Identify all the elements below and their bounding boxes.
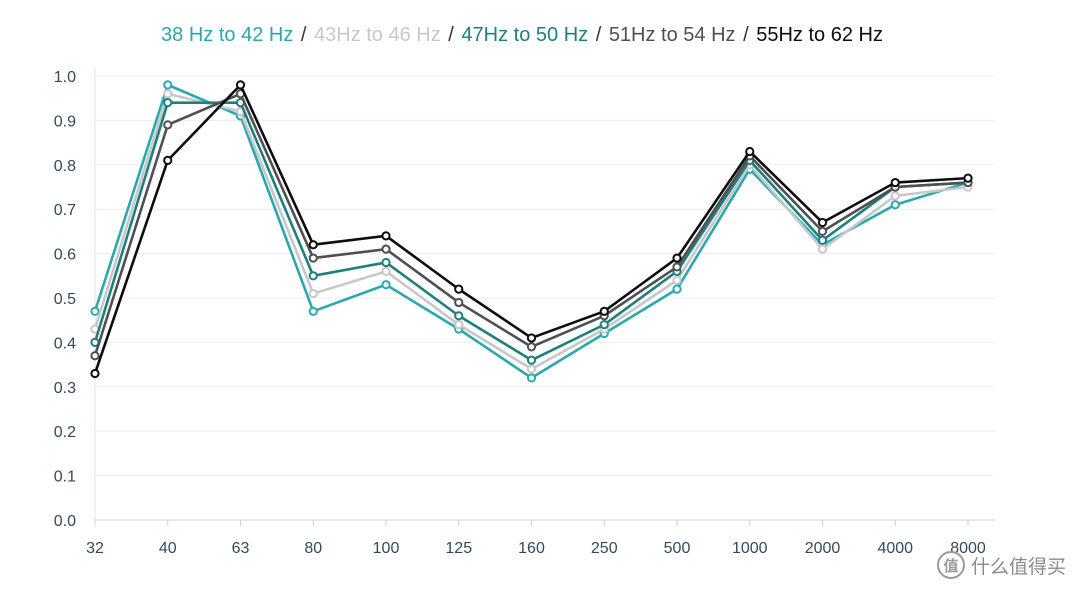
series-3-point bbox=[817, 235, 828, 245]
series-5-point bbox=[817, 217, 828, 228]
legend-entry: 38 Hz to 42 Hz bbox=[161, 24, 294, 46]
series-5-point bbox=[163, 155, 173, 165]
series-line-2 bbox=[93, 92, 969, 371]
series-3-point bbox=[526, 355, 537, 365]
x-tick-label: 250 bbox=[591, 540, 618, 557]
legend-separator: / bbox=[590, 24, 607, 46]
series-5-point bbox=[454, 284, 464, 294]
chart-legend: 38 Hz to 42 Hz / 43Hz to 46 Hz / 47Hz to… bbox=[0, 24, 1044, 47]
series-4-point bbox=[381, 244, 391, 254]
series-4-point bbox=[526, 342, 537, 352]
series-2-point bbox=[817, 244, 828, 254]
series-3-point bbox=[308, 271, 318, 281]
watermark-text: 什么值得买 bbox=[970, 556, 1066, 578]
series-4-point bbox=[90, 351, 100, 361]
legend-entry: 47Hz to 50 Hz bbox=[461, 24, 589, 46]
y-tick-label: 0.5 bbox=[54, 291, 76, 308]
x-tick-label: 40 bbox=[159, 540, 177, 557]
series-5-point bbox=[745, 146, 755, 157]
series-5-point bbox=[963, 173, 973, 183]
y-tick-label: 0.0 bbox=[54, 513, 76, 530]
y-tick-label: 0.6 bbox=[54, 247, 76, 264]
series-4-point bbox=[308, 253, 318, 263]
x-tick-label: 4000 bbox=[877, 540, 913, 557]
x-tick-label: 500 bbox=[664, 540, 691, 557]
x-tick-label: 100 bbox=[373, 540, 400, 557]
series-5-point bbox=[526, 333, 537, 343]
series-4-point bbox=[454, 297, 464, 308]
series-3-point bbox=[599, 320, 609, 330]
y-tick-label: 1.0 bbox=[54, 69, 76, 86]
series-4-point bbox=[817, 226, 828, 236]
legend-entry: 51Hz to 54 Hz bbox=[608, 24, 736, 46]
series-2-point bbox=[308, 288, 318, 299]
series-3-point bbox=[454, 311, 464, 321]
legend-separator: / bbox=[442, 24, 460, 46]
series-2-point bbox=[672, 275, 682, 285]
series-1-point bbox=[381, 280, 391, 290]
y-tick-label: 0.2 bbox=[54, 424, 76, 441]
series-5-point bbox=[672, 253, 682, 263]
series-1-point bbox=[526, 373, 537, 383]
series-2-point bbox=[163, 89, 173, 99]
series-3-point bbox=[381, 257, 391, 268]
legend-entry: 55Hz to 62 Hz bbox=[756, 24, 883, 46]
series-5-point bbox=[308, 240, 318, 250]
series-1-point bbox=[163, 80, 173, 90]
x-tick-label: 32 bbox=[86, 540, 104, 557]
y-tick-label: 0.3 bbox=[54, 380, 76, 397]
y-tick-label: 0.7 bbox=[54, 202, 76, 219]
watermark-logo-icon: 值 bbox=[936, 551, 965, 579]
legend-separator: / bbox=[295, 24, 312, 46]
x-tick-label: 160 bbox=[518, 540, 545, 557]
x-tick-label: 63 bbox=[232, 540, 250, 557]
series-1-point bbox=[308, 306, 318, 316]
series-4-point bbox=[672, 262, 682, 272]
x-tick-label: 1000 bbox=[732, 540, 768, 557]
series-1-point bbox=[672, 284, 682, 294]
x-tick-label: 2000 bbox=[805, 540, 841, 557]
series-5-point bbox=[90, 368, 100, 379]
y-tick-label: 0.4 bbox=[54, 335, 76, 352]
series-2-point bbox=[381, 266, 391, 276]
series-1-point bbox=[890, 200, 900, 210]
series-2-point bbox=[454, 320, 464, 330]
series-2-point bbox=[526, 364, 537, 374]
series-2-point bbox=[890, 191, 900, 201]
series-5-point bbox=[235, 80, 246, 90]
x-tick-label: 80 bbox=[304, 540, 322, 557]
series-line-4 bbox=[93, 92, 969, 357]
y-tick-label: 0.1 bbox=[54, 469, 76, 486]
series-5-point bbox=[381, 231, 391, 241]
watermark: 值 什么值得买 bbox=[936, 551, 1066, 579]
series-1-point bbox=[90, 306, 100, 316]
legend-separator: / bbox=[737, 24, 755, 46]
series-line-3 bbox=[93, 101, 969, 362]
y-tick-label: 0.9 bbox=[54, 113, 76, 130]
series-4-point bbox=[163, 120, 173, 130]
y-tick-label: 0.8 bbox=[54, 158, 76, 175]
series-5-point bbox=[599, 306, 609, 316]
legend-entry: 43Hz to 46 Hz bbox=[314, 24, 441, 46]
series-3-point bbox=[163, 98, 173, 108]
series-5-point bbox=[890, 177, 900, 188]
x-tick-label: 125 bbox=[445, 540, 472, 557]
